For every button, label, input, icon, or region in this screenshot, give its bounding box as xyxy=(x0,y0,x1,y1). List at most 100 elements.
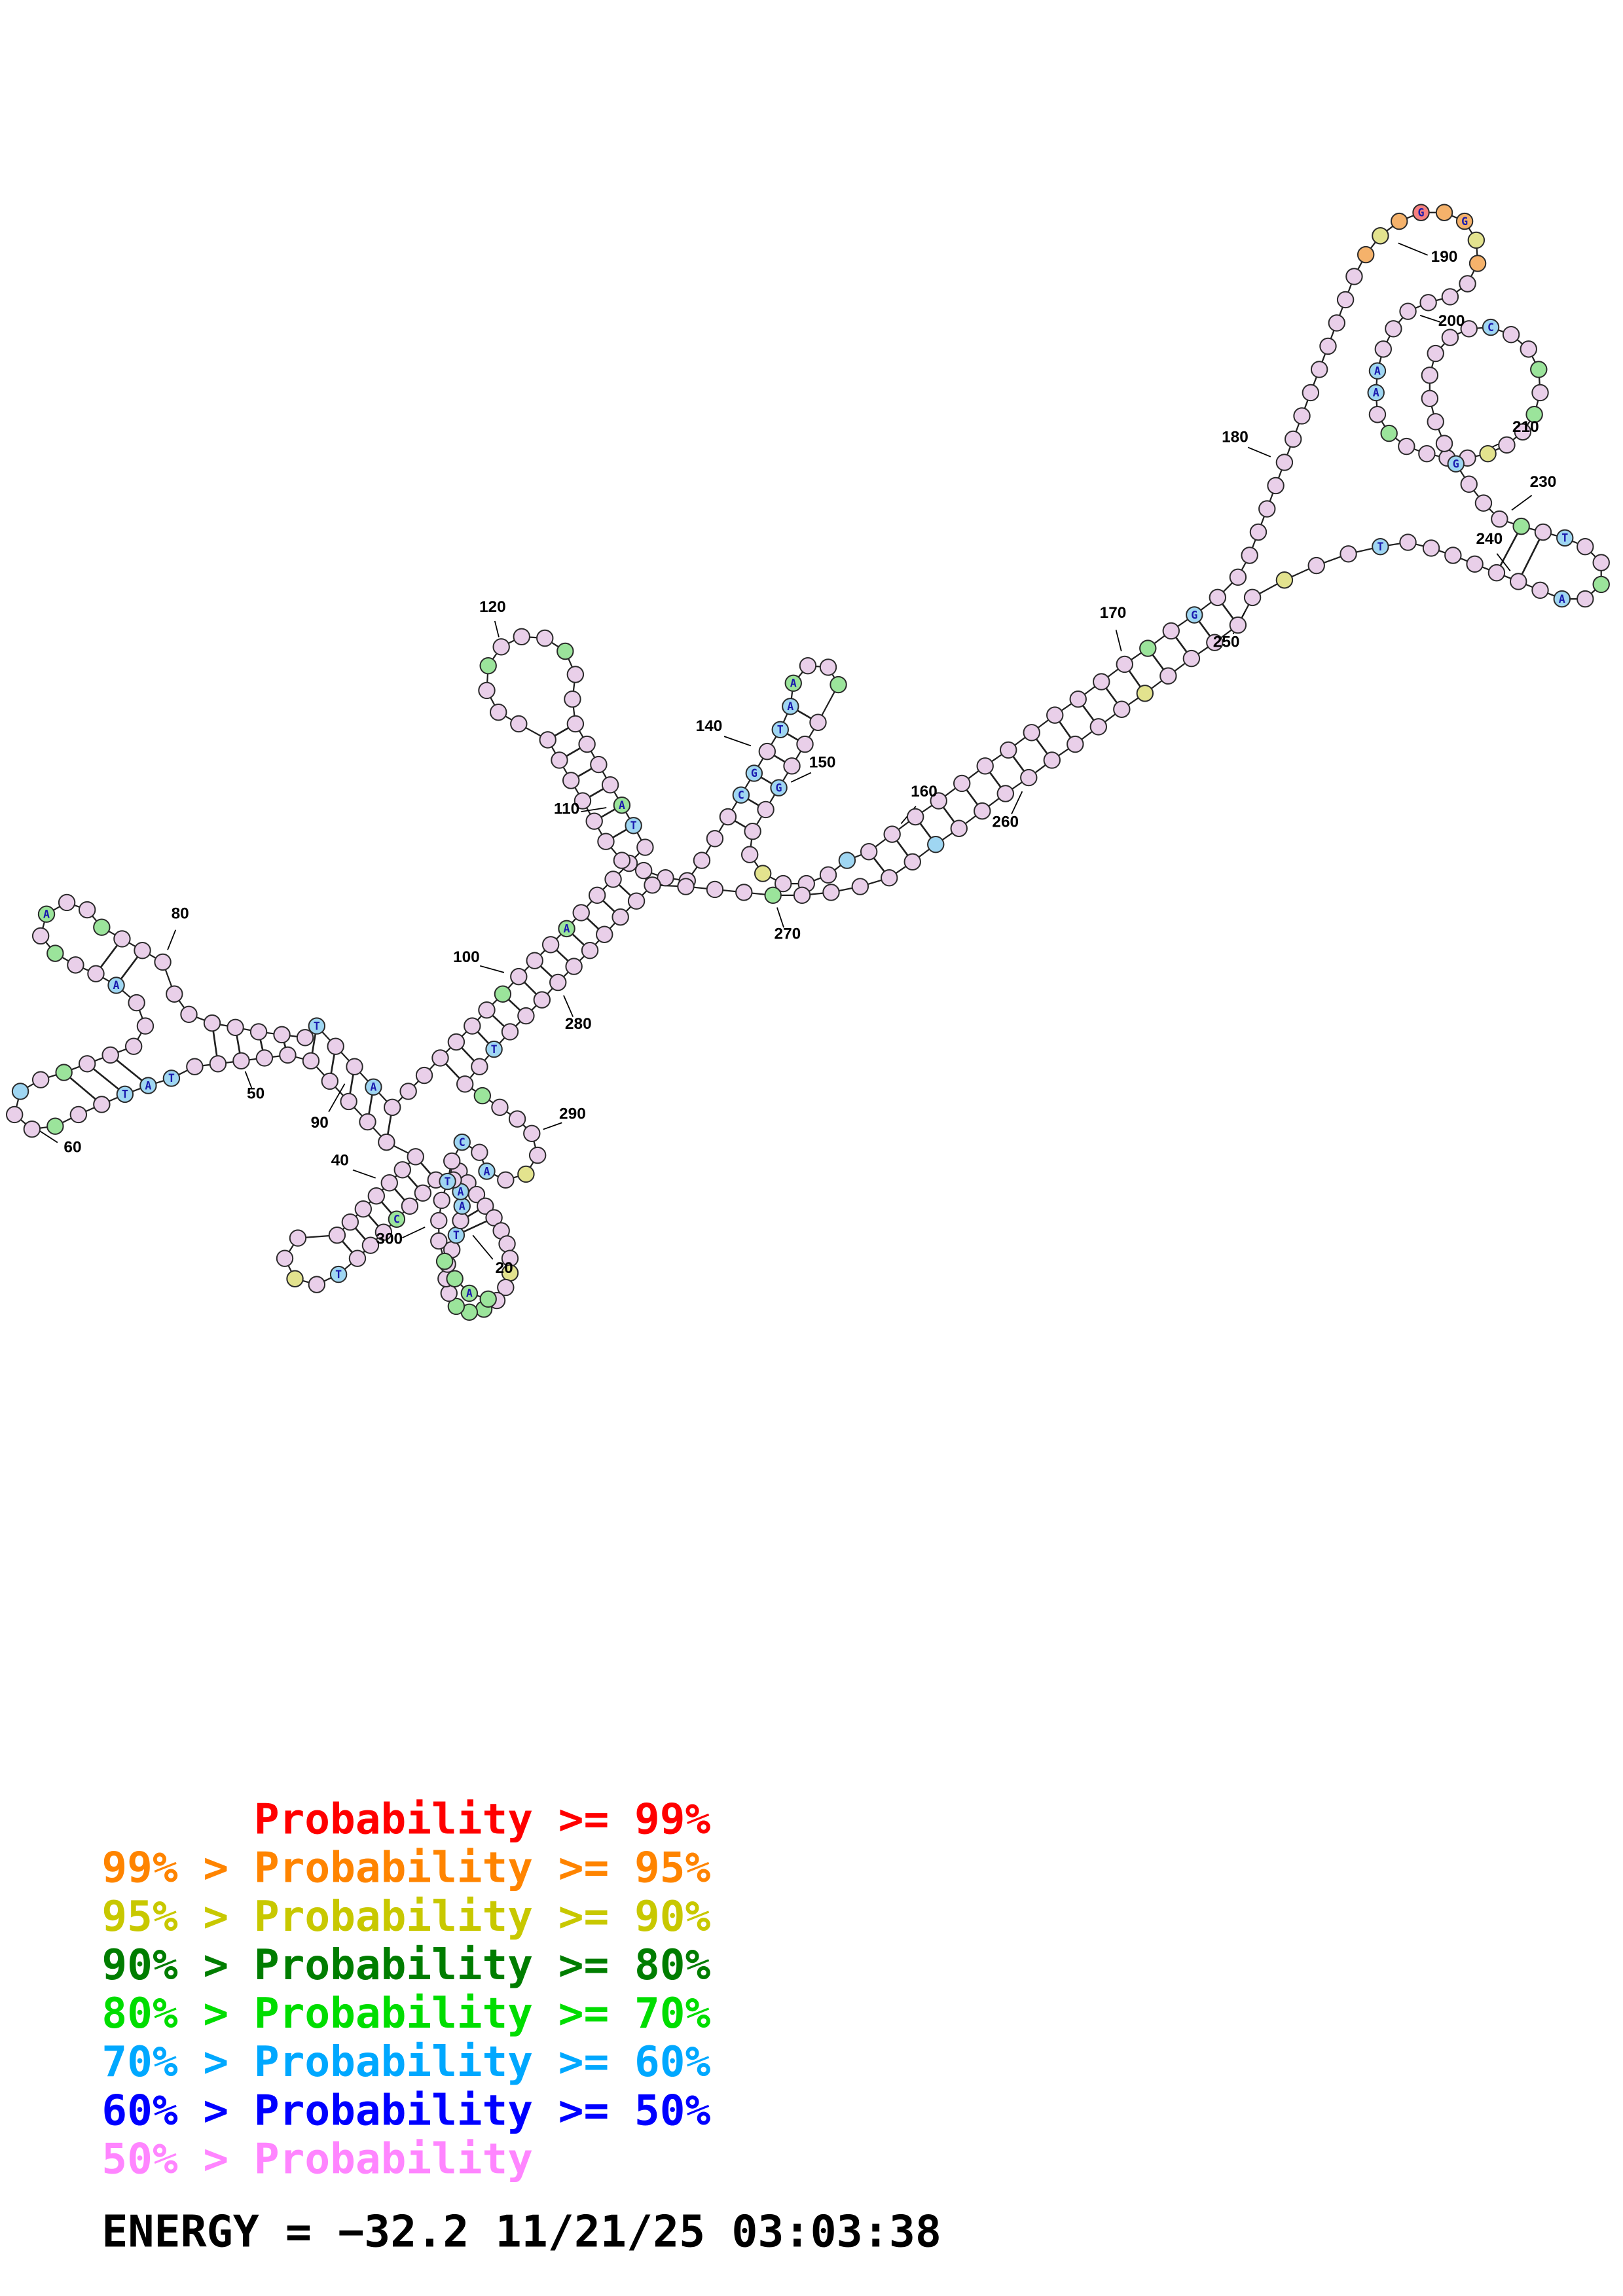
nucleotide xyxy=(166,985,183,1003)
nucleotide xyxy=(139,1077,157,1094)
nucleotide xyxy=(508,1110,526,1128)
position-label: 180 xyxy=(1222,428,1249,446)
nucleotide xyxy=(249,1023,268,1041)
nucleotide xyxy=(124,1037,143,1055)
nucleotide xyxy=(501,1023,519,1041)
backbone-path xyxy=(13,211,1602,1313)
label-leader xyxy=(723,736,752,747)
position-label: 240 xyxy=(1476,530,1503,548)
label-leader xyxy=(776,907,784,928)
nucleotide xyxy=(107,977,125,994)
legend-line: 95% > Probability >= 90% xyxy=(101,1892,710,1941)
position-label: 150 xyxy=(809,754,836,772)
nucleotide xyxy=(1482,318,1500,336)
nucleotide xyxy=(536,629,554,647)
nucleotide xyxy=(1466,555,1484,573)
nucleotide xyxy=(1421,389,1439,408)
nucleotide-letter: T xyxy=(777,724,784,736)
position-label: 110 xyxy=(554,800,579,818)
nucleotide xyxy=(431,1049,449,1067)
nucleotide xyxy=(439,1172,456,1191)
label-leader xyxy=(1419,315,1441,323)
nucleotide xyxy=(1241,547,1258,564)
nucleotide xyxy=(384,1098,401,1117)
nucleotide xyxy=(953,774,971,793)
nucleotide xyxy=(809,713,827,731)
nucleotide xyxy=(1336,291,1355,309)
label-leader xyxy=(543,1122,562,1130)
nucleotide xyxy=(359,1113,376,1131)
nucleotide xyxy=(1487,564,1506,582)
nucleotide xyxy=(1468,255,1487,272)
nucleotide xyxy=(5,1105,24,1124)
nucleotide xyxy=(478,681,496,700)
nucleotide xyxy=(950,819,968,837)
nucleotide xyxy=(636,838,654,856)
nucleotide xyxy=(1444,547,1462,564)
position-label: 260 xyxy=(992,814,1019,831)
nucleotide xyxy=(490,703,507,721)
nucleotide xyxy=(367,1187,386,1205)
position-label: 80 xyxy=(172,905,189,922)
nucleotide xyxy=(485,1209,503,1227)
nucleotide-letter: A xyxy=(458,1185,464,1198)
nucleotide xyxy=(735,884,753,901)
nucleotide xyxy=(380,1174,398,1192)
nucleotide xyxy=(1577,537,1594,556)
nucleotide xyxy=(1419,294,1437,312)
nucleotide xyxy=(1385,320,1402,338)
nucleotide xyxy=(976,757,994,775)
nucleotide xyxy=(1372,227,1389,245)
nucleotide xyxy=(37,905,56,923)
position-labels: 20 40 50 60 80 90 100 110 120 140 150 160 170 180 190 2… xyxy=(64,248,1556,1277)
nucleotide xyxy=(1368,362,1387,380)
nucleotide xyxy=(693,852,711,869)
energy-text: ENERGY = −32.2 11/21/25 03:03:38 xyxy=(101,2206,941,2257)
label-leader xyxy=(1247,446,1271,457)
position-label: 60 xyxy=(64,1139,81,1157)
nucleotide xyxy=(510,715,528,733)
nucleotide-letter: G xyxy=(1461,215,1468,228)
nucleotide xyxy=(539,731,556,749)
nucleotide xyxy=(1412,204,1430,221)
nucleotide xyxy=(471,1058,488,1075)
label-leader xyxy=(167,929,177,950)
nucleotide xyxy=(69,1105,88,1124)
nucleotide xyxy=(456,1075,474,1093)
nucleotide xyxy=(361,1236,380,1254)
nucleotide xyxy=(473,1086,492,1105)
nucleotide xyxy=(822,884,840,901)
position-label: 300 xyxy=(376,1230,403,1247)
nucleotide xyxy=(407,1148,424,1166)
nucleotide xyxy=(744,822,761,840)
nucleotide xyxy=(581,941,599,960)
nucleotide xyxy=(1427,413,1444,431)
nucleotide xyxy=(1427,344,1444,363)
nucleotide xyxy=(764,886,782,905)
nucleotide xyxy=(996,785,1014,802)
nucleotide xyxy=(101,1046,119,1064)
position-label: 230 xyxy=(1530,473,1557,491)
nucleotide xyxy=(517,1007,535,1025)
nucleotide-letter: C xyxy=(393,1213,400,1226)
nucleotide xyxy=(634,861,653,880)
position-label: 200 xyxy=(1438,312,1465,330)
nucleotide xyxy=(1340,545,1357,563)
nucleotide xyxy=(860,843,878,861)
nucleotide xyxy=(162,1069,181,1087)
nucleotide-letter: A xyxy=(1374,365,1381,377)
nucleotide xyxy=(1046,706,1064,724)
nucleotide xyxy=(446,1270,464,1287)
nucleotide xyxy=(1357,245,1375,264)
nucleotide xyxy=(1368,406,1387,423)
nucleotide xyxy=(1319,337,1337,355)
nucleotide xyxy=(1285,430,1302,448)
nucleotide xyxy=(1043,751,1061,769)
nucleotide xyxy=(453,1133,471,1151)
nucleotide-letter: T xyxy=(1377,541,1383,553)
nucleotide xyxy=(1206,634,1224,651)
nucleotide xyxy=(430,1211,448,1230)
position-label: 140 xyxy=(696,717,723,735)
position-label: 210 xyxy=(1512,418,1539,436)
nucleotide xyxy=(55,1064,73,1081)
